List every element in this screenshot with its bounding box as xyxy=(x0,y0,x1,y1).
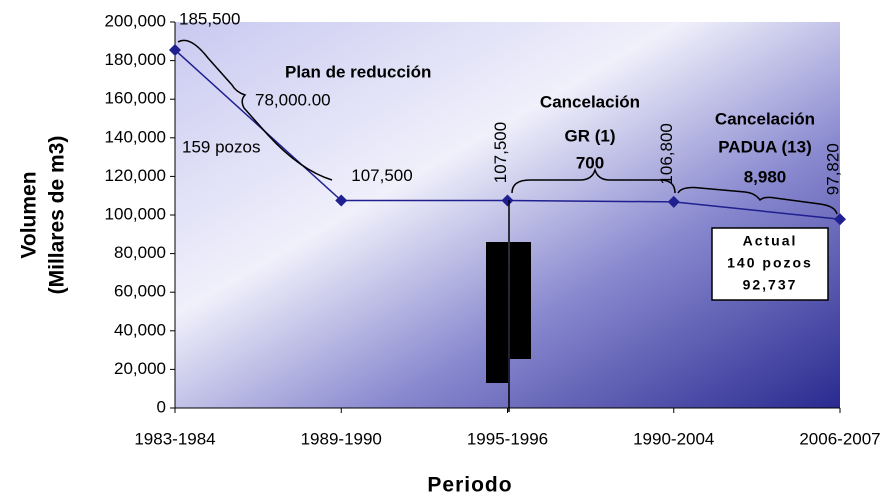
annotation: 8,980 xyxy=(744,167,787,186)
brace xyxy=(677,186,838,215)
marker xyxy=(834,213,846,226)
callout-text: 140 pozos xyxy=(727,255,813,271)
y-tick-label: 160,000 xyxy=(105,89,166,108)
brace xyxy=(511,167,676,194)
x-tick-label: 2006-2007 xyxy=(799,429,880,448)
x-axis-title: Periodo xyxy=(427,474,512,497)
y-tick-label: 0 xyxy=(157,397,166,416)
annotation: 700 xyxy=(576,153,604,172)
callout-text: 92,737 xyxy=(743,277,798,293)
black-block xyxy=(510,242,531,359)
y-axis-title: Volumen xyxy=(18,171,41,258)
data-label: 107,500 xyxy=(351,166,412,185)
annotation: 159 pozos xyxy=(182,137,260,156)
marker xyxy=(667,195,680,208)
annotation: Cancelación xyxy=(715,109,815,128)
annotation: PADUA (13) xyxy=(718,137,812,156)
marker xyxy=(335,194,348,207)
y-tick-label: 180,000 xyxy=(105,50,166,69)
y-tick-label: 140,000 xyxy=(105,127,166,146)
callout-box xyxy=(711,227,829,301)
y-axis-title: (Millares de m3) xyxy=(46,136,69,295)
marker xyxy=(501,194,514,207)
y-tick-label: 80,000 xyxy=(114,243,166,262)
annotation: Cancelación xyxy=(540,92,640,111)
black-block xyxy=(486,242,508,383)
marker xyxy=(169,43,181,56)
data-label: 107,500 xyxy=(491,122,510,183)
callout-text: Actual xyxy=(743,233,798,249)
data-label: 185,500 xyxy=(179,9,240,28)
x-tick-label: 1990-2004 xyxy=(633,429,714,448)
y-tick-label: 40,000 xyxy=(114,320,166,339)
brace xyxy=(177,39,333,181)
x-tick-label: 1995-1996 xyxy=(467,429,548,448)
y-tick-label: 120,000 xyxy=(105,166,166,185)
x-tick-label: 1989-1990 xyxy=(301,429,382,448)
data-label: 106,800 xyxy=(657,123,676,184)
y-tick-label: 200,000 xyxy=(105,11,166,30)
annotation: GR (1) xyxy=(565,126,616,145)
y-tick-label: 20,000 xyxy=(114,359,166,378)
annotation: 78,000.00 xyxy=(255,90,331,109)
data-label: 97,820 xyxy=(823,143,842,195)
annotation: Plan de reducción xyxy=(285,62,431,81)
y-tick-label: 60,000 xyxy=(114,282,166,301)
y-tick-label: 100,000 xyxy=(105,204,166,223)
x-tick-label: 1983-1984 xyxy=(134,429,215,448)
